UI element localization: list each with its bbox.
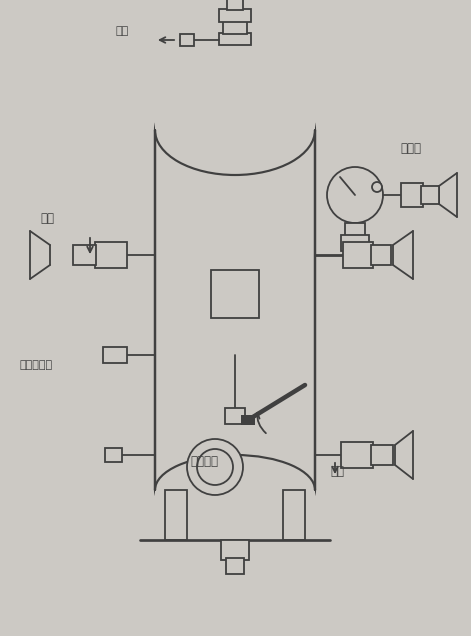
Text: 压力表: 压力表 xyxy=(400,142,421,155)
Bar xyxy=(219,33,251,45)
Ellipse shape xyxy=(155,85,315,175)
Bar xyxy=(225,408,245,424)
Bar xyxy=(105,448,122,462)
Bar xyxy=(95,242,127,268)
Bar xyxy=(155,0,315,130)
Circle shape xyxy=(372,182,382,192)
Bar xyxy=(73,245,96,265)
Bar xyxy=(226,558,244,574)
Bar xyxy=(165,490,187,540)
Bar xyxy=(371,245,391,265)
Bar xyxy=(341,442,373,468)
Bar xyxy=(219,9,251,22)
Bar xyxy=(345,223,365,237)
Circle shape xyxy=(327,167,383,223)
Bar xyxy=(103,347,127,363)
Bar xyxy=(371,445,393,465)
Bar xyxy=(343,242,373,268)
Text: 液位计接口: 液位计接口 xyxy=(20,360,53,370)
Text: 电加热器: 电加热器 xyxy=(190,455,218,468)
Text: 减压: 减压 xyxy=(115,26,128,36)
Circle shape xyxy=(197,449,233,485)
Text: 放油: 放油 xyxy=(330,465,344,478)
Bar xyxy=(241,415,255,425)
Bar xyxy=(421,186,439,204)
Bar xyxy=(283,490,305,540)
Text: 进油: 进油 xyxy=(40,212,54,225)
Bar xyxy=(223,21,247,34)
Bar xyxy=(211,270,259,318)
Bar xyxy=(401,183,423,207)
Bar xyxy=(227,0,243,10)
Bar xyxy=(155,490,315,636)
Circle shape xyxy=(187,439,243,495)
Bar xyxy=(221,540,249,560)
Bar xyxy=(341,235,369,251)
Ellipse shape xyxy=(155,455,315,525)
Bar xyxy=(180,34,194,46)
Bar xyxy=(345,249,365,263)
